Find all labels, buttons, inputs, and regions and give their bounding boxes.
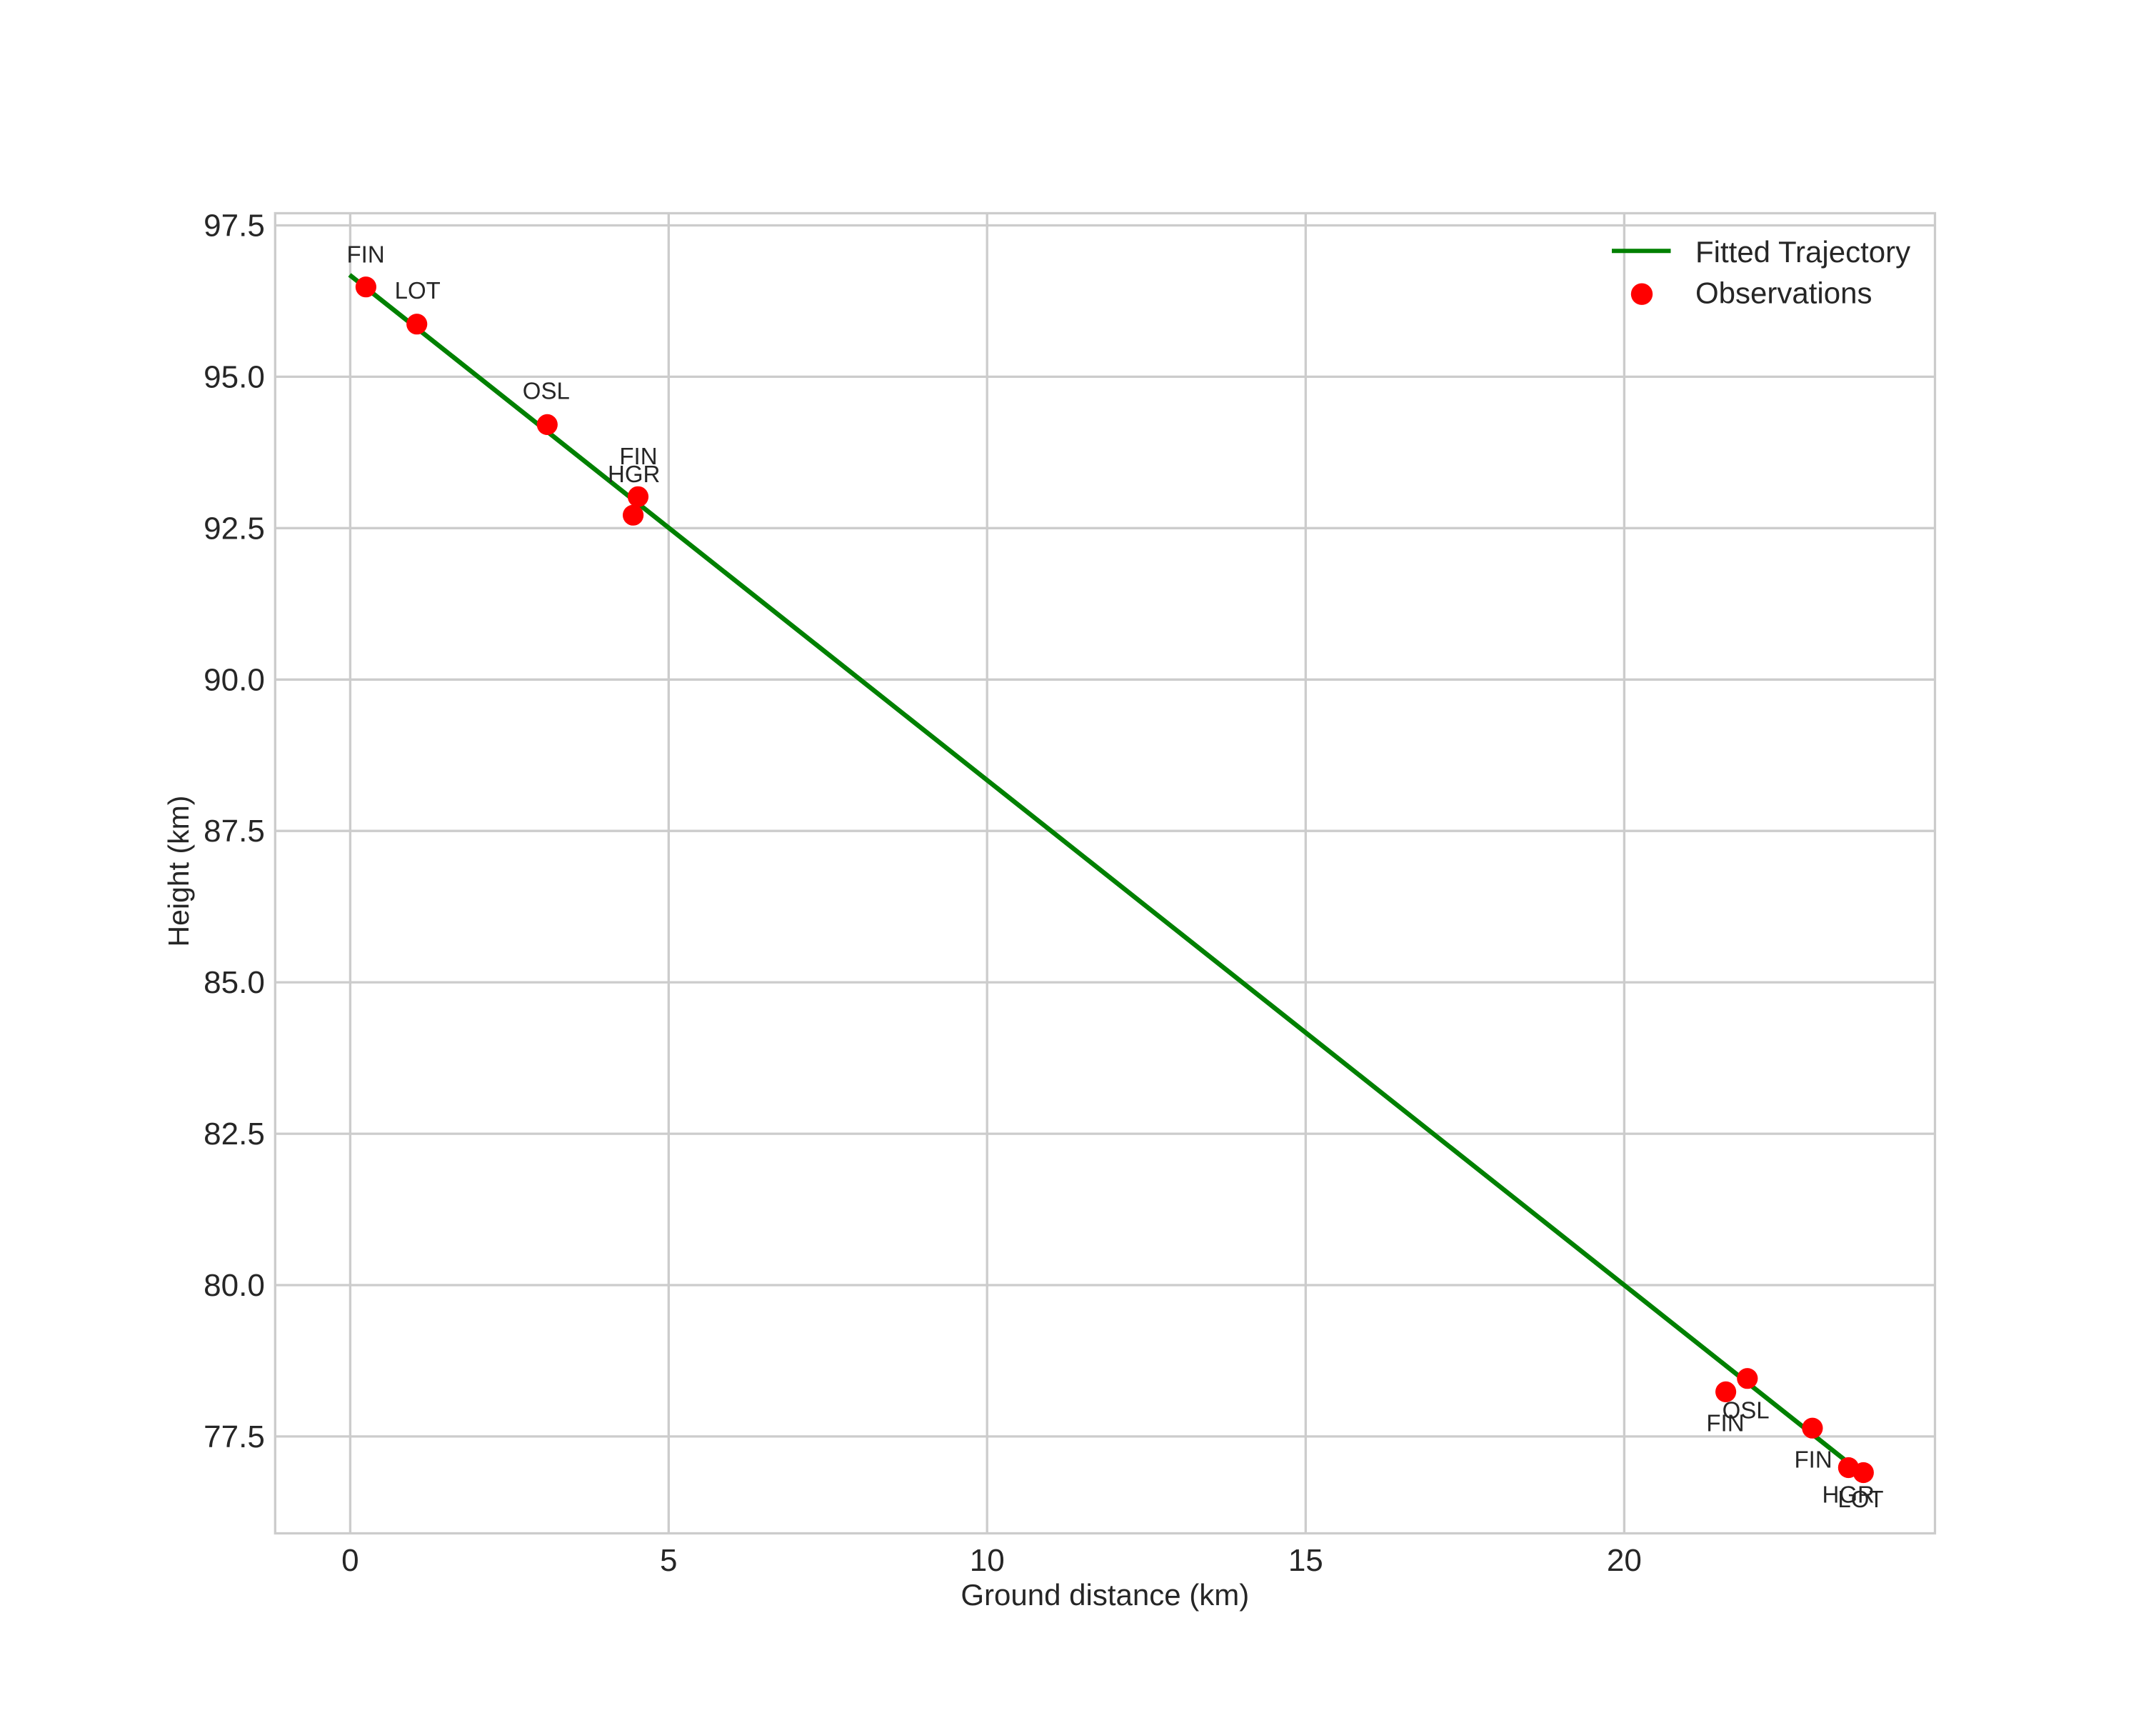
svg-text:10: 10 xyxy=(970,1543,1005,1578)
svg-text:0: 0 xyxy=(341,1543,359,1578)
svg-text:95.0: 95.0 xyxy=(204,359,265,394)
svg-text:20: 20 xyxy=(1607,1543,1642,1578)
svg-text:15: 15 xyxy=(1288,1543,1323,1578)
svg-text:87.5: 87.5 xyxy=(204,814,265,849)
svg-text:Ground distance (km): Ground distance (km) xyxy=(961,1578,1249,1612)
svg-text:82.5: 82.5 xyxy=(204,1117,265,1152)
svg-text:HGR: HGR xyxy=(1822,1482,1875,1508)
svg-text:97.5: 97.5 xyxy=(204,209,265,244)
svg-text:Fitted Trajectory: Fitted Trajectory xyxy=(1695,235,1910,269)
svg-text:HGR: HGR xyxy=(608,461,660,487)
svg-text:Height (km): Height (km) xyxy=(162,796,195,947)
svg-text:5: 5 xyxy=(660,1543,677,1578)
svg-text:LOT: LOT xyxy=(395,277,441,304)
svg-text:85.0: 85.0 xyxy=(204,965,265,1000)
svg-text:FIN: FIN xyxy=(1706,1410,1744,1437)
svg-text:OSL: OSL xyxy=(1723,1397,1770,1424)
svg-text:FIN: FIN xyxy=(347,241,385,267)
svg-text:FIN: FIN xyxy=(1795,1446,1832,1472)
svg-text:FIN: FIN xyxy=(619,443,657,469)
svg-text:Observations: Observations xyxy=(1695,276,1872,310)
svg-text:LOT: LOT xyxy=(1837,1486,1883,1512)
svg-text:OSL: OSL xyxy=(523,377,570,404)
svg-text:80.0: 80.0 xyxy=(204,1268,265,1303)
svg-text:92.5: 92.5 xyxy=(204,511,265,546)
svg-text:77.5: 77.5 xyxy=(204,1419,265,1454)
svg-text:90.0: 90.0 xyxy=(204,662,265,697)
